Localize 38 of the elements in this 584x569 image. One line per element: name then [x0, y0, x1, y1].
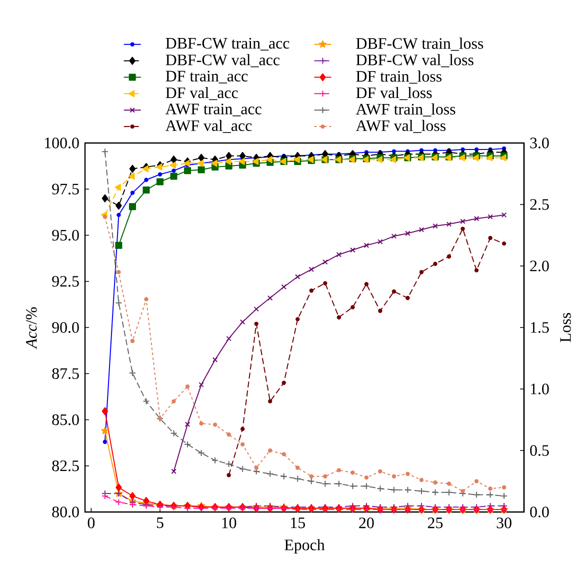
y2-tick-label: 1.5 — [530, 322, 549, 333]
legend-label: DF val_loss — [356, 86, 432, 100]
x-tick-label: 5 — [156, 518, 164, 528]
legend-label: DBF-CW train_loss — [356, 38, 484, 51]
y-tick-label: 82.5 — [52, 460, 79, 472]
x-tick-label: 20 — [359, 518, 374, 528]
legend-label: AWF train_loss — [356, 103, 456, 116]
legend-label: DBF-CW val_loss — [356, 54, 474, 68]
y-tick-label: 97.5 — [52, 184, 79, 195]
legend-label: AWF train_acc — [165, 104, 262, 116]
y-tick-label: 87.5 — [52, 368, 79, 380]
x-tick-label: 15 — [291, 518, 305, 528]
legend-label: DF train_loss — [356, 70, 442, 84]
y2-tick-label: 3.0 — [530, 138, 549, 148]
y-tick-label: 80.0 — [52, 506, 79, 518]
legend-label: DF train_acc — [166, 70, 248, 84]
x-tick-label: 0 — [88, 518, 95, 528]
y-tick-label: 85.0 — [52, 414, 79, 426]
legend-label: AWF val_loss — [356, 120, 446, 133]
y2-tick-label: 0.5 — [530, 445, 549, 456]
x-tick-label: 30 — [496, 518, 512, 528]
y-tick-label: 100.0 — [45, 138, 79, 148]
x-tick-label: 10 — [222, 518, 236, 528]
x-tick-label: 25 — [428, 518, 443, 528]
y2-tick-label: 2.0 — [530, 260, 549, 272]
y-tick-label: 90.0 — [52, 322, 79, 333]
legend-label: AWF val_acc — [165, 120, 252, 133]
y-axis-title: Acc/% — [26, 307, 37, 350]
legend-label: DBF-CW train_acc — [166, 38, 290, 50]
y-tick-label: 95.0 — [52, 230, 79, 241]
y-tick-label: 92.5 — [52, 276, 79, 287]
y2-axis-title: Loss — [560, 313, 571, 342]
y2-tick-label: 2.5 — [530, 199, 549, 210]
legend-label: DBF-CW val_acc — [166, 54, 280, 68]
x-axis-title: Epoch — [284, 539, 325, 554]
legend-label: DF val_acc — [166, 86, 238, 100]
y2-tick-label: 0.0 — [530, 506, 549, 518]
y2-tick-label: 1.0 — [530, 384, 549, 394]
